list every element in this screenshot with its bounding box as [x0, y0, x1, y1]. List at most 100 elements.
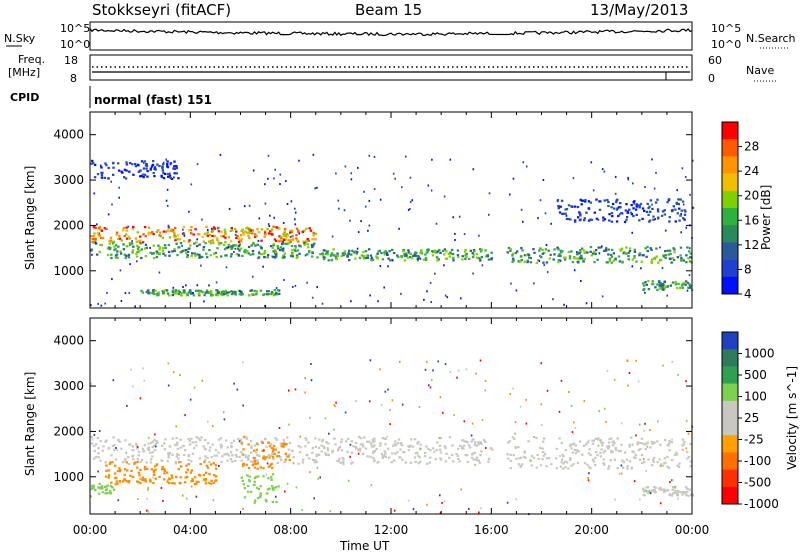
- velocity-cell: [568, 445, 572, 448]
- power-cell: [415, 252, 418, 255]
- power-colorbar-cell: [722, 259, 738, 278]
- velocity-cell: [225, 453, 228, 456]
- velocity-cell: [268, 465, 271, 468]
- power-cell: [298, 159, 300, 162]
- velocity-cell: [317, 453, 321, 456]
- power-cell: [579, 212, 582, 215]
- velocity-cell: [229, 458, 233, 461]
- velocity-cell: [304, 437, 307, 440]
- velocity-cell: [601, 441, 604, 444]
- power-cell: [215, 281, 218, 284]
- velocity-cell: [267, 453, 271, 456]
- power-cell: [270, 232, 273, 235]
- power-cell: [286, 203, 289, 205]
- power-cell: [231, 290, 235, 294]
- power-cell: [431, 254, 435, 257]
- velocity-cell: [255, 448, 258, 451]
- power-cell: [158, 252, 162, 255]
- velocity-cell: [149, 478, 152, 481]
- power-cell: [240, 229, 243, 232]
- x-tick-label: 00:00: [675, 523, 710, 537]
- power-cell: [565, 208, 569, 211]
- power-cell: [216, 294, 219, 297]
- velocity-cell: [111, 461, 114, 464]
- power-cell: [155, 250, 158, 253]
- velocity-cell: [292, 455, 295, 459]
- power-cell: [137, 246, 140, 249]
- power-cell: [254, 235, 257, 239]
- power-cell: [543, 264, 545, 267]
- power-cell: [604, 249, 608, 252]
- velocity-cell: [250, 460, 254, 463]
- power-cell: [542, 261, 545, 264]
- velocity-cell: [255, 459, 258, 462]
- power-cell: [321, 254, 325, 257]
- power-cell: [427, 184, 430, 187]
- velocity-cell: [373, 437, 376, 440]
- power-cell: [625, 246, 628, 249]
- power-cell: [125, 229, 128, 232]
- power-cell: [264, 251, 267, 254]
- power-cell: [177, 289, 180, 292]
- power-cell: [656, 288, 659, 292]
- power-cell: [651, 203, 653, 206]
- power-cell: [685, 280, 688, 283]
- power-cell: [567, 217, 571, 221]
- velocity-cell: [333, 404, 336, 406]
- power-cell: [655, 255, 659, 258]
- power-cell: [182, 228, 184, 231]
- power-cell: [212, 226, 216, 229]
- velocity-cell: [560, 461, 563, 464]
- power-cell: [277, 247, 280, 250]
- power-cell: [681, 200, 685, 203]
- power-cell: [673, 251, 676, 254]
- power-cell: [614, 175, 617, 178]
- velocity-cell: [645, 489, 648, 492]
- power-cell: [621, 260, 624, 263]
- velocity-cell: [171, 453, 174, 456]
- velocity-cell: [380, 404, 383, 406]
- power-cell: [654, 201, 658, 204]
- power-cell: [537, 217, 539, 220]
- velocity-cell: [646, 445, 649, 448]
- velocity-cell: [546, 389, 549, 392]
- power-cell: [227, 236, 230, 239]
- power-cell: [401, 186, 403, 189]
- velocity-cell: [408, 445, 411, 449]
- power-cell: [97, 302, 99, 305]
- power-cell: [678, 207, 681, 210]
- power-cell: [254, 244, 257, 247]
- velocity-colorbar-cells: [722, 332, 738, 505]
- power-cell: [583, 258, 586, 261]
- power-cell: [484, 255, 487, 258]
- power-cell: [553, 248, 556, 251]
- velocity-cell: [275, 495, 277, 498]
- power-cell: [155, 230, 159, 233]
- velocity-cell: [686, 490, 689, 494]
- velocity-cell: [659, 464, 662, 467]
- power-cell: [355, 252, 358, 255]
- power-cell: [311, 238, 315, 241]
- power-cell: [529, 261, 533, 264]
- velocity-cell: [308, 457, 311, 460]
- velocity-cell: [686, 450, 689, 454]
- velocity-cell: [276, 461, 279, 465]
- velocity-cell: [635, 434, 637, 437]
- power-cell: [107, 177, 110, 180]
- power-cell: [131, 228, 134, 231]
- power-cell: [373, 188, 376, 191]
- power-colorbar-tick-label: 28: [744, 140, 759, 154]
- power-cell: [367, 248, 371, 251]
- velocity-cell: [667, 466, 671, 470]
- velocity-cell: [654, 491, 657, 494]
- power-cell: [601, 168, 604, 171]
- power-cell: [520, 247, 523, 250]
- freq-tick-18: 18: [64, 54, 78, 67]
- power-cell: [367, 229, 369, 232]
- power-cell: [632, 207, 635, 210]
- power-cell: [92, 241, 95, 244]
- power-cell: [649, 210, 652, 213]
- velocity-cell: [659, 443, 662, 446]
- power-cell: [682, 259, 686, 262]
- power-cell: [632, 214, 635, 218]
